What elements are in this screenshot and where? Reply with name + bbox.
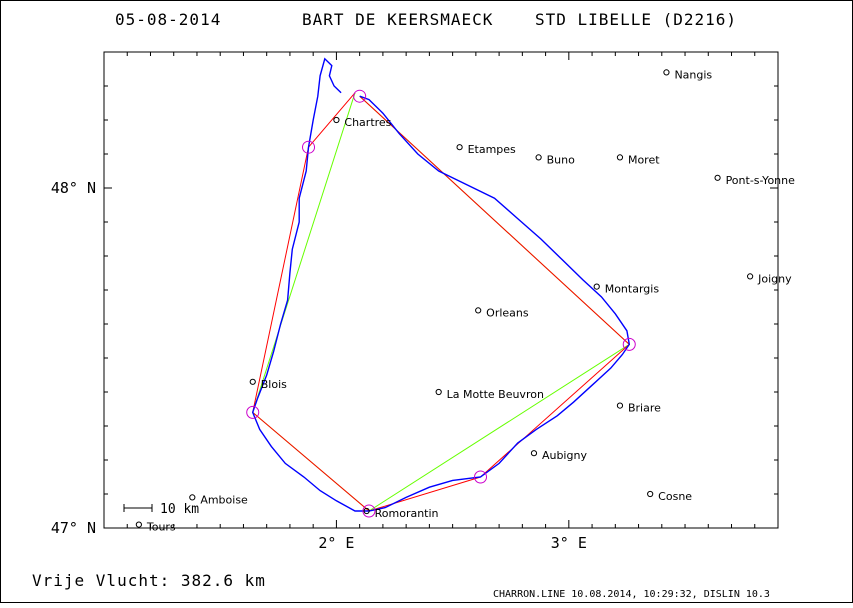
turnpoint-circle (622, 337, 636, 351)
town-name: Pont-s-Yonne (726, 174, 796, 187)
town-dot (616, 154, 624, 161)
town-marker: La Motte Beuvron (435, 388, 544, 401)
town-name: Amboise (200, 493, 248, 506)
town-name: Aubigny (542, 449, 587, 462)
town-dot (663, 69, 670, 76)
town-name: Moret (628, 153, 660, 166)
x-axis-label: 3° E (551, 534, 587, 552)
town-name: Romorantin (375, 507, 439, 520)
pilot-name: BART DE KEERSMAECK (302, 10, 493, 29)
town-dot (333, 116, 340, 124)
town-marker: Pont-s-Yonne (714, 174, 796, 187)
town-marker: Blois (249, 378, 287, 391)
turnpoint-circle (474, 470, 488, 484)
town-name: Nangis (674, 68, 712, 81)
town-dot (535, 154, 542, 161)
town-marker: Etampes (456, 143, 516, 156)
axis-labels: 2° E 3° E 48° N 47° N (51, 179, 587, 552)
x-axis-label: 2° E (318, 534, 354, 552)
town-marker: Orleans (475, 306, 529, 319)
town-marker: Romorantin (363, 507, 439, 520)
town-marker: Nangis (663, 68, 712, 81)
town-dot (714, 174, 721, 181)
town-dot (616, 402, 624, 409)
town-name: Chartres (344, 116, 391, 129)
town-marker: Montargis (593, 283, 660, 296)
town-marker: Chartres (333, 116, 392, 129)
scale-bar: 10 km (123, 502, 199, 517)
town-dot (747, 273, 754, 280)
flight-track (251, 57, 631, 512)
y-axis-label: 47° N (51, 519, 96, 537)
town-marker: Moret (616, 153, 660, 166)
turnpoint-circle (353, 89, 367, 103)
town-name: La Motte Beuvron (447, 388, 544, 401)
town-dot (593, 283, 600, 290)
town-name: Blois (261, 378, 287, 391)
town-marker: Aubigny (530, 449, 587, 462)
town-dot (530, 450, 538, 457)
free-flight-distance: Vrije Vlucht: 382.6 km (32, 571, 266, 590)
town-marker: Buno (535, 153, 575, 166)
turnpoints (246, 89, 636, 518)
town-marker: Cosne (647, 490, 692, 503)
scale-bar-label: 10 km (160, 502, 199, 517)
town-name: Briare (628, 402, 661, 415)
y-axis-label: 48° N (51, 179, 96, 197)
town-dot (189, 494, 196, 501)
town-name: Montargis (605, 283, 660, 296)
town-dot (135, 521, 142, 528)
town-dot (363, 507, 370, 515)
town-name: Joigny (757, 272, 792, 285)
town-name: Orleans (486, 306, 529, 319)
flight-date: 05-08-2014 (115, 10, 221, 29)
town-dot (456, 144, 463, 151)
town-marker: Tours (135, 521, 176, 534)
turnpoint-circle (246, 405, 260, 419)
town-name: Tours (146, 521, 176, 534)
town-marker: Amboise (189, 493, 248, 506)
town-dot (647, 490, 654, 498)
town-dot (249, 378, 256, 385)
town-marker: Briare (616, 402, 661, 415)
turnpoint-circle (302, 140, 316, 154)
town-marker: Joigny (747, 272, 792, 285)
town-dot (475, 307, 482, 314)
axis-ticks (103, 51, 779, 529)
turnpoint-circle (362, 504, 376, 518)
town-name: Cosne (658, 490, 692, 503)
town-dot (435, 388, 442, 396)
town-name: Buno (547, 153, 575, 166)
town-name: Etampes (468, 143, 516, 156)
glider-name: STD LIBELLE (D2216) (535, 10, 737, 29)
towns: Nangis Chartres Etampes Buno Moret Pont-s-Yon… (135, 68, 796, 534)
software-credit: CHARRON.LINE 10.08.2014, 10:29:32, DISLI… (493, 589, 770, 600)
